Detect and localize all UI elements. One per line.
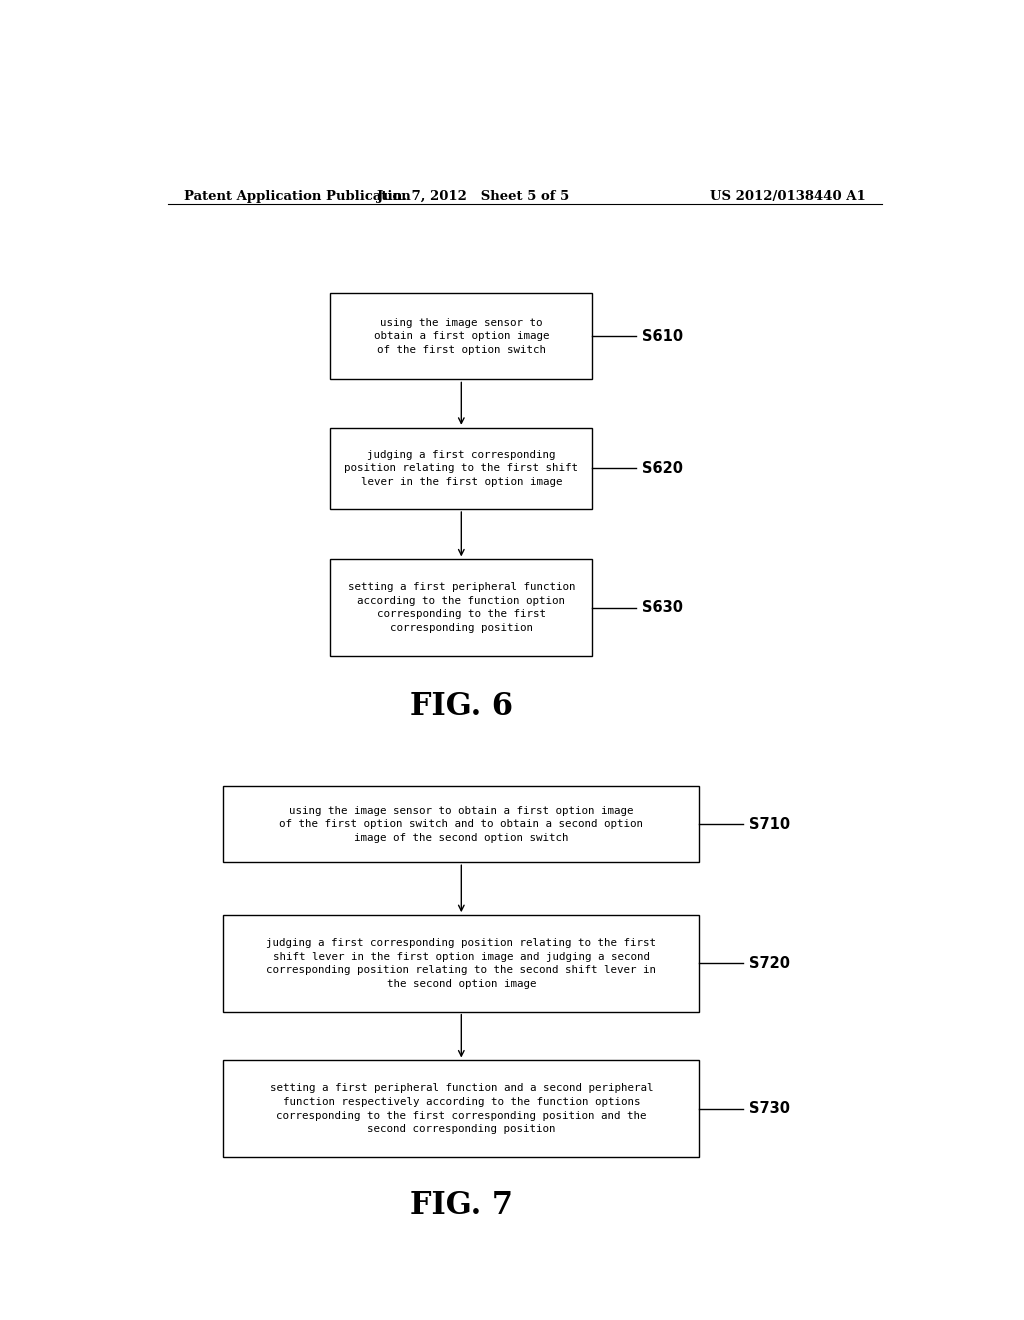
Bar xyxy=(331,560,592,656)
Text: judging a first corresponding
position relating to the first shift
lever in the : judging a first corresponding position r… xyxy=(344,450,579,487)
Bar xyxy=(223,1060,699,1158)
Text: US 2012/0138440 A1: US 2012/0138440 A1 xyxy=(711,190,866,202)
Text: S620: S620 xyxy=(642,461,683,477)
Bar xyxy=(331,293,592,379)
Text: FIG. 7: FIG. 7 xyxy=(410,1191,513,1221)
Text: S720: S720 xyxy=(750,956,791,972)
Bar xyxy=(223,915,699,1011)
Text: setting a first peripheral function
according to the function option
correspondi: setting a first peripheral function acco… xyxy=(347,582,575,634)
Text: Jun. 7, 2012   Sheet 5 of 5: Jun. 7, 2012 Sheet 5 of 5 xyxy=(377,190,569,202)
Text: S610: S610 xyxy=(642,329,683,343)
Text: setting a first peripheral function and a second peripheral
function respectivel: setting a first peripheral function and … xyxy=(269,1084,653,1134)
Text: judging a first corresponding position relating to the first
shift lever in the : judging a first corresponding position r… xyxy=(266,939,656,989)
Text: S710: S710 xyxy=(750,817,791,832)
Text: using the image sensor to
obtain a first option image
of the first option switch: using the image sensor to obtain a first… xyxy=(374,318,549,355)
Text: using the image sensor to obtain a first option image
of the first option switch: using the image sensor to obtain a first… xyxy=(280,805,643,842)
Bar xyxy=(223,785,699,862)
Text: S730: S730 xyxy=(750,1101,791,1117)
Text: Patent Application Publication: Patent Application Publication xyxy=(183,190,411,202)
Text: S630: S630 xyxy=(642,601,683,615)
Bar xyxy=(331,428,592,510)
Text: FIG. 6: FIG. 6 xyxy=(410,692,513,722)
